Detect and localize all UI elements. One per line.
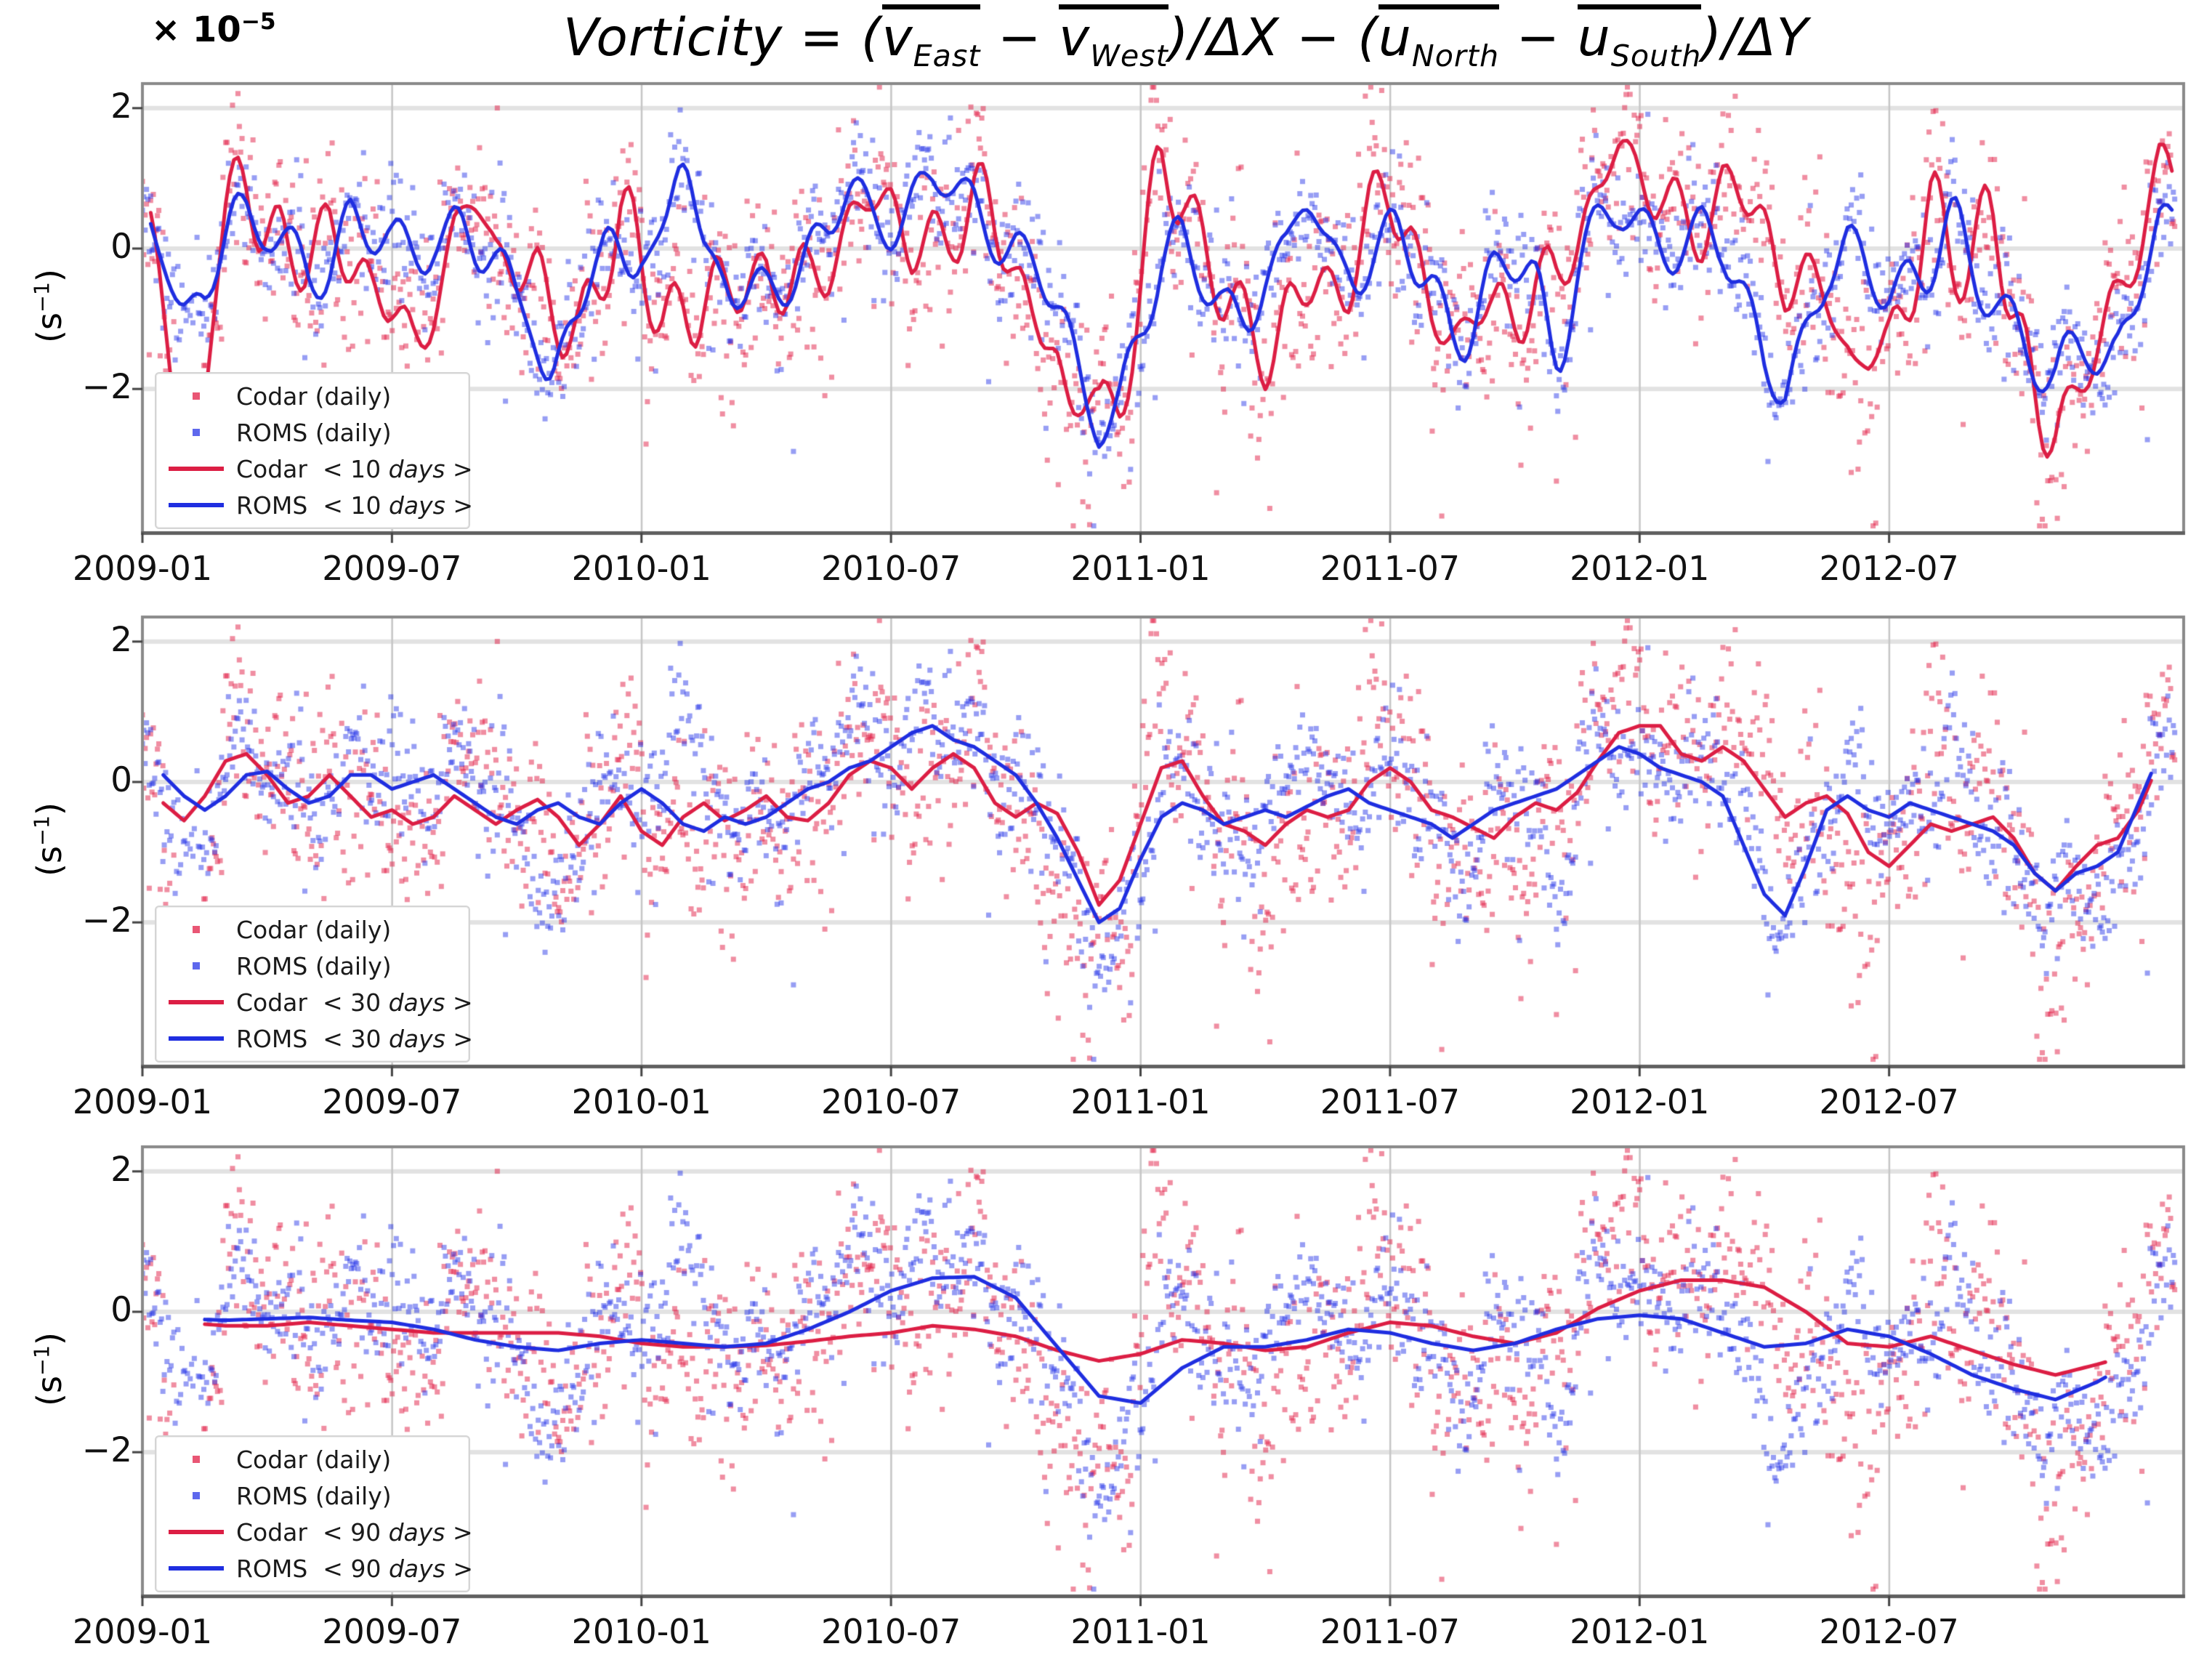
xtick-2009-01-panel2: 2009-01 <box>72 1082 213 1121</box>
xtick-2012-01-panel2: 2012-01 <box>1570 1082 1710 1121</box>
scatter-marker-icon <box>156 962 236 969</box>
xtick-2010-01-panel3: 2010-01 <box>571 1612 711 1651</box>
legend-label: Codar < 30 days > <box>236 988 473 1017</box>
ytick-−2-panel1: −2 <box>81 367 132 408</box>
xtick-2011-07-panel3: 2011-07 <box>1320 1612 1460 1651</box>
chart-title: Vorticity = (vEast − vWest)/ΔX − (uNorth… <box>563 4 1809 71</box>
y-axis-offset-label: × 10−5 <box>151 9 276 50</box>
line-sample-icon <box>156 1000 236 1004</box>
legend-label: Codar (daily) <box>236 1445 392 1474</box>
title-var-South: uSouth <box>1577 4 1702 71</box>
legend-panel2: Codar (daily) ROMS (daily) Codar < 30 days… <box>155 906 473 1063</box>
legend-item-roms-marker[interactable]: ROMS (daily) <box>156 416 469 449</box>
legend-item-roms-line[interactable]: ROMS < 30 days > <box>156 1022 473 1055</box>
line-sample-icon <box>156 1036 236 1041</box>
legend-item-codar-marker[interactable]: Codar (daily) <box>156 1443 469 1476</box>
title-text: Vorticity = ( <box>563 7 882 68</box>
legend-item-codar-line[interactable]: Codar < 10 days > <box>156 452 473 485</box>
legend-label: Codar (daily) <box>236 382 392 411</box>
legend-label: Codar < 10 days > <box>236 454 473 483</box>
xtick-2009-01-panel3: 2009-01 <box>72 1612 213 1651</box>
xtick-2010-07-panel2: 2010-07 <box>821 1082 961 1121</box>
scatter-marker-icon <box>156 1492 236 1499</box>
title-var-North: uNorth <box>1378 4 1500 71</box>
legend-label: ROMS (daily) <box>236 951 392 980</box>
ytick-2-panel2: 2 <box>110 619 132 660</box>
xtick-2009-07-panel3: 2009-07 <box>322 1612 462 1651</box>
title-var-West: vWest <box>1059 4 1168 71</box>
ytick-2-panel1: 2 <box>110 86 132 126</box>
xtick-2009-07-panel2: 2009-07 <box>322 1082 462 1121</box>
legend-item-codar-line[interactable]: Codar < 30 days > <box>156 985 473 1019</box>
xtick-2012-01-panel1: 2012-01 <box>1570 549 1710 588</box>
legend-panel3: Codar (daily) ROMS (daily) Codar < 90 days… <box>155 1435 473 1592</box>
legend-label: Codar < 90 days > <box>236 1517 473 1547</box>
legend-item-roms-line[interactable]: ROMS < 10 days > <box>156 488 473 522</box>
scatter-marker-icon <box>156 926 236 933</box>
ytick-0-panel3: 0 <box>110 1290 132 1330</box>
legend-label: ROMS < 30 days > <box>236 1024 473 1053</box>
xtick-2012-07-panel2: 2012-07 <box>1819 1082 1959 1121</box>
title-text: )/ΔY <box>1701 7 1809 68</box>
ytick-−2-panel3: −2 <box>81 1430 132 1471</box>
legend-label: ROMS (daily) <box>236 418 392 447</box>
legend-item-roms-line[interactable]: ROMS < 90 days > <box>156 1552 473 1585</box>
xtick-2012-01-panel3: 2012-01 <box>1570 1612 1710 1651</box>
ytick-2-panel3: 2 <box>110 1149 132 1190</box>
legend-panel1: Codar (daily) ROMS (daily) Codar < 10 days… <box>155 372 473 529</box>
xtick-2011-01-panel1: 2011-01 <box>1070 549 1211 588</box>
xtick-2012-07-panel3: 2012-07 <box>1819 1612 1959 1651</box>
line-sample-icon <box>156 1530 236 1534</box>
ytick-0-panel2: 0 <box>110 760 132 800</box>
xtick-2010-07-panel1: 2010-07 <box>821 549 961 588</box>
xtick-2009-07-panel1: 2009-07 <box>322 549 462 588</box>
legend-label: ROMS < 10 days > <box>236 491 473 520</box>
line-sample-icon <box>156 467 236 471</box>
scatter-marker-icon <box>156 392 236 400</box>
scatter-marker-icon <box>156 429 236 436</box>
legend-item-codar-marker[interactable]: Codar (daily) <box>156 379 469 413</box>
title-text: − <box>1499 7 1578 68</box>
xtick-2012-07-panel1: 2012-07 <box>1819 549 1959 588</box>
xtick-2011-07-panel2: 2011-07 <box>1320 1082 1460 1121</box>
title-text: )/ΔX − ( <box>1168 7 1379 68</box>
legend-item-codar-marker[interactable]: Codar (daily) <box>156 913 469 946</box>
xtick-2010-07-panel3: 2010-07 <box>821 1612 961 1651</box>
xtick-2011-01-panel2: 2011-01 <box>1070 1082 1211 1121</box>
legend-label: Codar (daily) <box>236 915 392 944</box>
line-sample-icon <box>156 1566 236 1571</box>
xtick-2011-07-panel1: 2011-07 <box>1320 549 1460 588</box>
xtick-2010-01-panel1: 2010-01 <box>571 549 711 588</box>
legend-item-codar-line[interactable]: Codar < 90 days > <box>156 1515 473 1549</box>
xtick-2010-01-panel2: 2010-01 <box>571 1082 711 1121</box>
title-var-East: vEast <box>881 4 981 71</box>
xtick-2009-01-panel1: 2009-01 <box>72 549 213 588</box>
legend-label: ROMS < 90 days > <box>236 1554 473 1583</box>
title-text: − <box>980 7 1059 68</box>
legend-label: ROMS (daily) <box>236 1481 392 1510</box>
xtick-2011-01-panel3: 2011-01 <box>1070 1612 1211 1651</box>
scatter-marker-icon <box>156 1456 236 1463</box>
ytick-0-panel1: 0 <box>110 227 132 267</box>
line-sample-icon <box>156 503 236 507</box>
legend-item-roms-marker[interactable]: ROMS (daily) <box>156 949 469 983</box>
legend-item-roms-marker[interactable]: ROMS (daily) <box>156 1479 469 1512</box>
ytick-−2-panel2: −2 <box>81 900 132 941</box>
